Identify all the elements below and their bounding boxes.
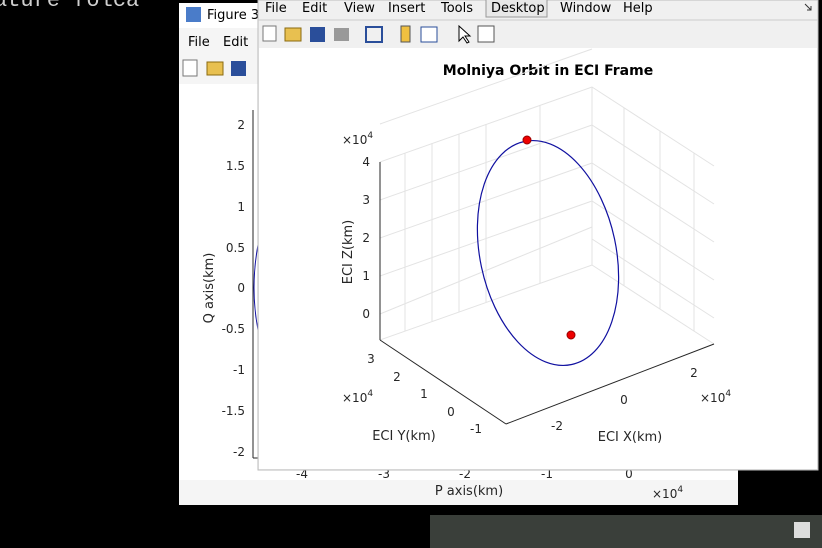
menu-item[interactable]: Window <box>560 1 612 16</box>
y-tick-label: 1 <box>237 200 245 214</box>
y-tick-label: 0.5 <box>226 241 245 255</box>
y-tick-label: 0 <box>237 281 245 295</box>
x-tick-label: -1 <box>541 467 553 481</box>
x-tick-label: -2 <box>459 467 471 481</box>
menu-item[interactable]: Help <box>623 1 653 16</box>
orbit-arc <box>253 244 259 331</box>
plot-title: Molniya Orbit in ECI Frame <box>443 63 653 79</box>
x-axis-label: ECI X(km) <box>598 430 663 445</box>
app-icon <box>186 7 201 22</box>
terminal-text: ature folca <box>0 0 139 13</box>
menu-item[interactable]: View <box>344 1 375 16</box>
y-axis-label: Q axis(km) <box>202 253 217 324</box>
grid-line <box>404 105 541 331</box>
exponent-power: 4 <box>367 131 373 141</box>
tool-pointer[interactable] <box>458 24 472 44</box>
y-exponent: ×104 <box>342 389 373 405</box>
y-tick-label: 3 <box>367 352 375 366</box>
grid <box>379 48 715 345</box>
menu-item[interactable]: Desktop <box>491 1 545 16</box>
tool-legend[interactable] <box>420 26 438 43</box>
grid-line <box>623 108 695 331</box>
exponent-base: ×10 <box>342 133 367 147</box>
menu-item[interactable]: Tools <box>440 1 473 16</box>
menu-item[interactable]: File <box>265 1 287 16</box>
menu-item[interactable]: Insert <box>388 1 425 16</box>
y-tick-label: -2 <box>233 445 245 459</box>
y-tick-label: -1.5 <box>222 404 245 418</box>
plot-area <box>259 48 817 469</box>
tool-print[interactable] <box>334 28 349 41</box>
exponent-power: 4 <box>367 389 373 399</box>
orbit-point <box>566 330 576 340</box>
y-axis <box>379 339 507 425</box>
orbit-point <box>522 135 532 145</box>
tool-new[interactable] <box>182 59 198 77</box>
tool-open[interactable] <box>206 61 224 76</box>
x-exponent: ×104 <box>652 485 683 501</box>
tool-open[interactable] <box>284 27 302 42</box>
tool-colorbar[interactable] <box>400 25 411 43</box>
dock-button[interactable] <box>804 3 812 11</box>
tool-link[interactable] <box>365 26 383 43</box>
menu-item[interactable]: Edit <box>223 35 248 50</box>
x-tick-label: -4 <box>296 467 308 481</box>
y-tick-label: 1 <box>420 387 428 401</box>
x-tick-label: -3 <box>378 467 390 481</box>
y-tick-label: 2 <box>237 118 245 132</box>
tool-save[interactable] <box>310 27 325 42</box>
menu-item[interactable]: Edit <box>302 1 327 16</box>
taskbar <box>430 515 822 548</box>
y-tick-label: -1 <box>470 422 482 436</box>
y-tick-label: 2 <box>393 370 401 384</box>
window-title: Figure 3 <box>207 8 259 23</box>
y-tick-label: -1 <box>233 363 245 377</box>
exponent-base: ×10 <box>652 487 677 501</box>
grid-line <box>591 124 715 319</box>
y-axis-label: ECI Y(km) <box>372 429 436 444</box>
x-axis-label: P axis(km) <box>435 484 503 499</box>
x-tick-label: -2 <box>551 419 563 433</box>
x-axis <box>505 343 715 425</box>
tool-save[interactable] <box>231 61 246 76</box>
grid-line <box>379 86 715 345</box>
menu-item[interactable]: File <box>188 35 210 50</box>
x-tick-label: 2 <box>690 366 698 380</box>
z-tick-label: 2 <box>362 231 370 245</box>
z-exponent: ×104 <box>342 131 373 147</box>
exponent-base: ×10 <box>700 391 725 405</box>
z-tick-label: 1 <box>362 269 370 283</box>
taskbar-icon[interactable] <box>794 522 810 538</box>
tool-property[interactable] <box>477 25 495 43</box>
x-tick-label: 0 <box>625 467 633 481</box>
z-tick-label: 0 <box>362 307 370 321</box>
x-exponent: ×104 <box>700 389 731 405</box>
exponent-power: 4 <box>725 389 731 399</box>
y-tick-label: 0 <box>447 405 455 419</box>
z-tick-label: 3 <box>362 193 370 207</box>
x-tick-label: 0 <box>620 393 628 407</box>
z-tick-label: 4 <box>362 155 370 169</box>
menu-highlight <box>485 0 548 18</box>
front-window: File Edit View Insert Tools Desktop Wind… <box>257 0 819 471</box>
y-tick-label: 1.5 <box>226 159 245 173</box>
z-axis-label: ECI Z(km) <box>341 220 356 285</box>
exponent-power: 4 <box>677 485 683 495</box>
tool-new[interactable] <box>262 25 277 42</box>
exponent-base: ×10 <box>342 391 367 405</box>
y-tick-label: -0.5 <box>222 322 245 336</box>
